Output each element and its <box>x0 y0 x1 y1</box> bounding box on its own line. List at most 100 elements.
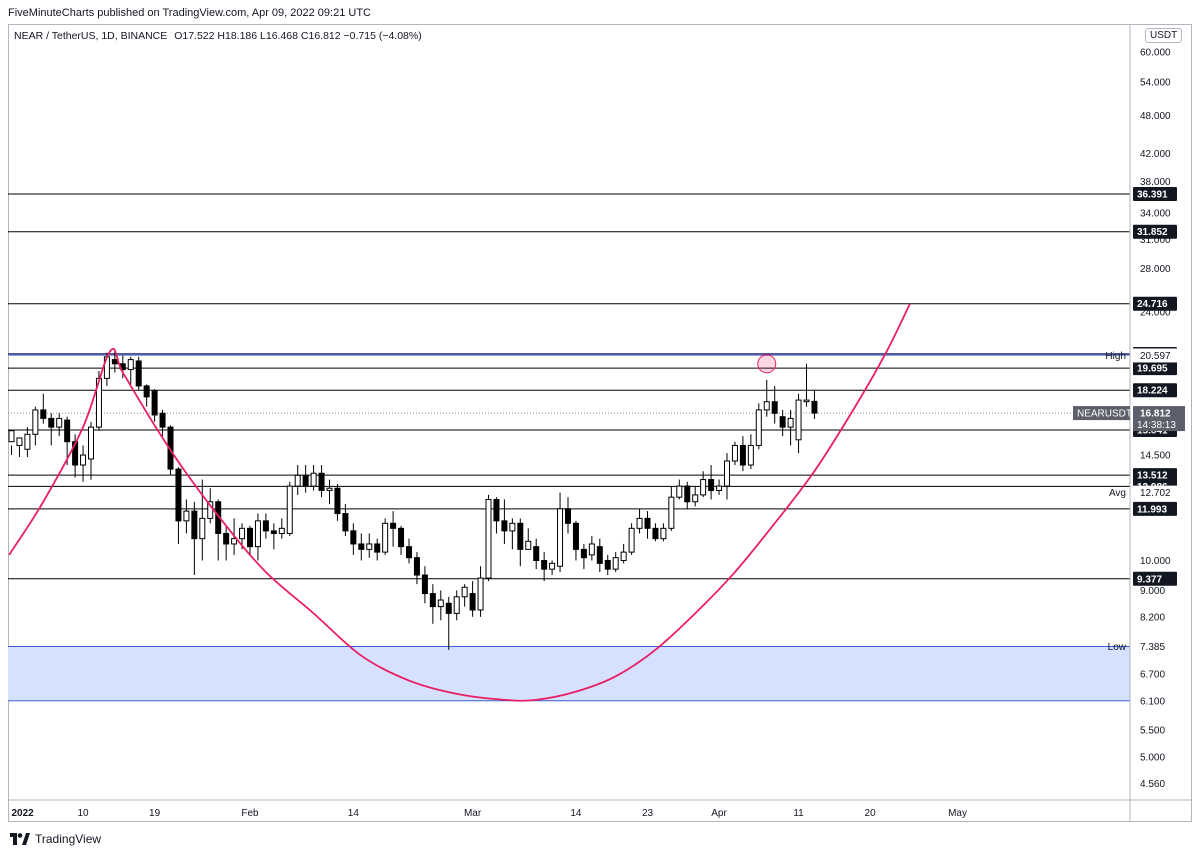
low-zone-value: 6.100 <box>1140 696 1165 707</box>
candle-body <box>739 444 746 466</box>
ohlc-values: O17.522 H18.186 L16.468 C16.812 −0.715 (… <box>174 30 422 42</box>
x-tick-label: 2022 <box>12 808 35 819</box>
low-zone <box>8 646 1130 701</box>
candle-body <box>40 409 47 419</box>
high-label: High 20.597 <box>1105 348 1177 363</box>
candle-body <box>533 546 540 562</box>
symbol-title[interactable]: NEAR / TetherUS, 1D, BINANCE <box>14 30 168 42</box>
y-tick-label: 6.700 <box>1140 670 1165 681</box>
candle <box>342 504 349 537</box>
candle <box>16 437 23 458</box>
x-tick-label: 19 <box>149 808 161 819</box>
candle <box>88 421 94 480</box>
candle <box>40 393 47 424</box>
candle <box>771 385 778 424</box>
candle <box>755 403 762 450</box>
candle-body <box>716 485 723 491</box>
x-tick-label: 10 <box>77 808 89 819</box>
x-tick-label: Feb <box>241 808 259 819</box>
candle <box>223 525 230 561</box>
level-price-label-bg <box>1133 361 1177 376</box>
candle <box>461 584 468 607</box>
level-price-label-text: 36.391 <box>1137 189 1168 200</box>
candle <box>469 581 476 617</box>
candle <box>151 389 158 422</box>
candle <box>437 590 444 621</box>
candle <box>501 499 508 544</box>
candle-body <box>811 400 818 414</box>
candle-body <box>390 522 397 529</box>
currency-button[interactable]: USDT <box>1145 28 1183 43</box>
candle <box>254 513 261 561</box>
y-tick-label: 24.000 <box>1140 308 1171 319</box>
candle-body <box>406 546 412 559</box>
candle-body <box>596 546 603 564</box>
x-tick-label: 14 <box>570 808 582 819</box>
level-price-label-bg <box>1133 501 1177 516</box>
candle-body <box>731 444 738 462</box>
candle <box>358 533 365 561</box>
candle <box>795 393 802 454</box>
candle-body <box>254 520 261 548</box>
candle-body <box>398 527 405 548</box>
candle-body <box>191 510 198 540</box>
candle <box>803 363 810 407</box>
candle-body <box>382 522 389 553</box>
candle-body <box>24 433 31 450</box>
candle <box>80 445 87 482</box>
candle-body <box>350 530 357 545</box>
candle-body <box>477 577 484 611</box>
candle-body <box>127 359 134 371</box>
candle <box>485 494 492 582</box>
candle-body <box>111 359 118 365</box>
chart-frame <box>8 24 1192 822</box>
candle-body <box>247 527 253 548</box>
candle-body <box>445 602 452 614</box>
candle <box>48 413 55 446</box>
candle-body <box>763 401 770 411</box>
footer-brand[interactable]: TradingView <box>10 832 101 846</box>
x-tick-label: Mar <box>464 808 482 819</box>
candle-body <box>572 522 579 550</box>
candle-body <box>16 437 23 446</box>
candle <box>700 471 707 498</box>
candle-body <box>48 417 55 428</box>
candle-body <box>167 426 174 470</box>
level-price-label-text: 18.224 <box>1137 386 1168 397</box>
candle <box>127 356 134 385</box>
level-price-label: 18.224 <box>1133 383 1177 398</box>
candle-body <box>557 508 564 567</box>
candle <box>143 384 150 407</box>
candle-body <box>501 520 508 532</box>
candle-body <box>580 548 587 559</box>
candle-body <box>56 417 63 428</box>
candle <box>445 596 452 650</box>
tradingview-logo-icon <box>10 833 30 845</box>
candle-body <box>469 593 476 611</box>
last-price-text: 16.812 <box>1140 409 1171 420</box>
y-tick-label: 38.000 <box>1140 177 1171 188</box>
x-tick-label: 11 <box>793 808 804 819</box>
y-tick-label: 5.000 <box>1140 753 1165 764</box>
candle-body <box>795 399 802 441</box>
candle-body <box>636 517 643 529</box>
symbol-legend: NEAR / TetherUS, 1D, BINANCE O17.522 H18… <box>14 30 426 42</box>
candle <box>684 481 691 509</box>
symbol-tag-text: NEARUSDT <box>1077 409 1132 420</box>
candle <box>787 409 794 446</box>
candle-body <box>80 454 87 466</box>
candle <box>724 453 730 500</box>
avg-label: Avg 12.702 <box>1109 485 1177 500</box>
candle <box>111 351 118 373</box>
candle <box>286 481 293 537</box>
level-price-label-bg <box>1133 186 1177 201</box>
candle-body <box>747 444 754 466</box>
candle <box>763 379 770 417</box>
candle <box>429 584 436 624</box>
candle-body <box>239 527 246 540</box>
level-price-label-bg <box>1133 224 1177 239</box>
candle-body <box>620 551 627 562</box>
candle-body <box>604 560 611 570</box>
avg-label-tag: Avg <box>1109 488 1126 499</box>
